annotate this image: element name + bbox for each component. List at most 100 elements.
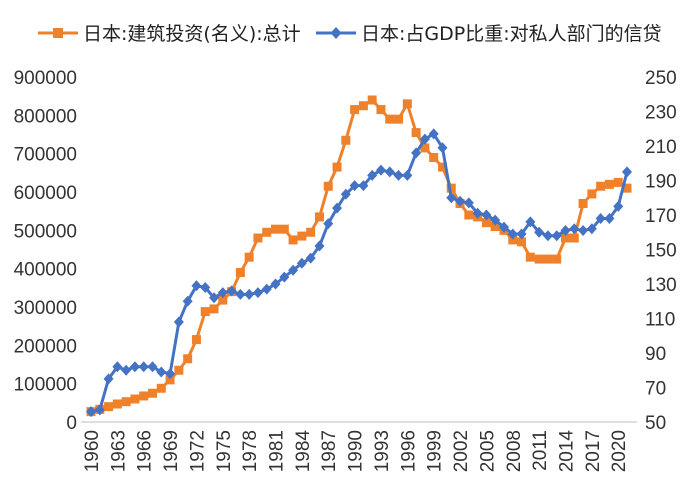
- axes: 0 100000 200000 300000 400000 500000 600000 700…: [14, 68, 677, 472]
- x-tick-label: 1960: [82, 430, 103, 472]
- series-1-point: [385, 114, 395, 124]
- series-2-point: [261, 283, 272, 295]
- right-tick-label: 90: [645, 344, 666, 365]
- x-tick-label: 1996: [398, 430, 419, 472]
- series-1-point: [218, 295, 228, 305]
- series-1-point: [104, 402, 114, 412]
- series-1-point: [314, 212, 324, 222]
- series-1-point: [437, 162, 447, 172]
- x-tick-label: 1963: [108, 430, 129, 472]
- left-tick-label: 0: [66, 413, 77, 434]
- series-2-point: [288, 264, 299, 276]
- series-2-point: [86, 406, 96, 418]
- x-tick-label: 2011: [530, 430, 551, 471]
- right-tick-label: 190: [645, 172, 677, 193]
- x-tick-label: 1981: [267, 430, 288, 472]
- series-1-point: [279, 224, 289, 234]
- legend-label: 日本:建筑投资(名义):总计: [83, 23, 301, 45]
- series-1-point: [613, 177, 623, 187]
- series-2-point: [138, 361, 149, 373]
- series-2-point: [209, 292, 220, 304]
- left-tick-label: 800000: [14, 106, 77, 127]
- left-tick-label: 900000: [14, 68, 77, 89]
- series-2-point: [411, 147, 422, 159]
- series-1-point: [183, 354, 193, 364]
- series-2-point: [314, 240, 325, 252]
- series-2-point: [358, 180, 369, 192]
- series-1-point: [411, 128, 421, 138]
- right-tick-label: 170: [645, 206, 677, 227]
- series-2-point: [551, 230, 562, 242]
- series-1-point: [112, 399, 122, 409]
- series-2-point: [428, 128, 439, 140]
- series-1-point: [464, 210, 474, 220]
- legend: 日本:建筑投资(名义):总计 日本:占GDP比重:对私人部门的信贷: [38, 23, 662, 45]
- series-1-point: [323, 181, 333, 191]
- series-1-point: [165, 375, 175, 385]
- series-2-point: [173, 316, 184, 328]
- series-2-point: [323, 218, 334, 230]
- series-1-point: [297, 231, 307, 241]
- x-tick-label: 2008: [504, 430, 525, 472]
- left-tick-label: 200000: [14, 336, 77, 357]
- series-1-point: [596, 181, 606, 191]
- series-1-point: [244, 252, 254, 262]
- x-tick-label: 1990: [346, 430, 367, 472]
- series-1-point: [341, 135, 351, 145]
- series-1-point: [508, 235, 518, 245]
- right-tick-label: 110: [645, 310, 675, 331]
- series-2-point: [375, 164, 386, 176]
- x-tick-label: 1993: [372, 430, 393, 472]
- series-1-point: [552, 254, 562, 264]
- series-2-point: [569, 223, 580, 235]
- series-2-point: [156, 366, 167, 378]
- series-1-point: [622, 183, 632, 193]
- series-2-point: [165, 368, 176, 380]
- right-tick-label: 150: [645, 241, 677, 262]
- right-tick-label: 210: [645, 137, 677, 158]
- left-tick-label: 500000: [14, 221, 77, 242]
- series-1: [86, 95, 632, 417]
- series-2-point: [94, 404, 105, 416]
- series-1-point: [235, 268, 245, 277]
- series-1-point: [525, 252, 535, 262]
- x-tick-label: 1969: [161, 430, 182, 472]
- x-tick-label: 1984: [293, 430, 314, 473]
- series-2-point: [244, 288, 255, 300]
- series-1-point: [358, 101, 368, 111]
- series-1-point: [306, 227, 316, 237]
- series-2-point: [349, 180, 360, 192]
- x-tick-label: 2017: [583, 430, 604, 472]
- series-2-point: [270, 278, 281, 290]
- series-2-point: [613, 200, 624, 212]
- left-tick-label: 100000: [14, 375, 77, 396]
- x-tick-label: 1978: [240, 430, 261, 472]
- series-2-point: [622, 166, 632, 178]
- series-1-point: [288, 235, 298, 245]
- series-2-point: [446, 192, 457, 204]
- series-1-point: [490, 222, 500, 231]
- series-2-point: [578, 225, 589, 237]
- legend-diamond-marker: [330, 27, 342, 39]
- series-1-point: [534, 254, 544, 264]
- series-1-point: [481, 218, 491, 228]
- series-2-point: [129, 361, 140, 373]
- series-1-point: [578, 199, 588, 208]
- series-2-point: [235, 288, 246, 300]
- series-1-point: [191, 335, 201, 345]
- series-2-point: [516, 228, 527, 240]
- series-1-point: [156, 383, 166, 393]
- left-tick-label: 300000: [14, 298, 77, 319]
- series-2-point: [384, 166, 395, 178]
- series-2-point: [217, 287, 228, 299]
- series-2-point: [393, 169, 404, 181]
- series-1-point: [148, 388, 158, 398]
- series-1-point: [130, 394, 140, 404]
- x-tick-label: 2020: [609, 430, 630, 472]
- right-tick-label: 130: [645, 275, 677, 296]
- series-2-point: [586, 223, 597, 235]
- series-1-point: [420, 143, 430, 153]
- x-tick-label: 1972: [187, 430, 208, 472]
